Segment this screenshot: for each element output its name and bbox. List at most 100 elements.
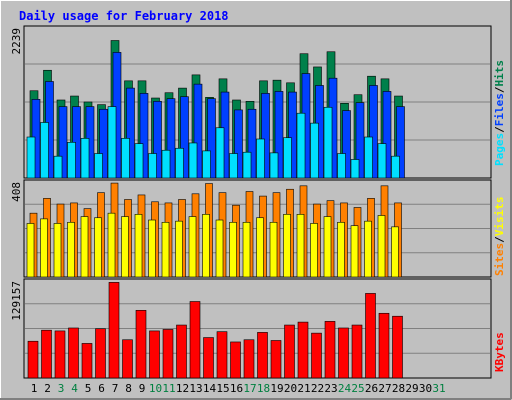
kbytes-bar-10 — [149, 330, 160, 379]
visits-bar-24 — [337, 221, 345, 278]
files-bar-12 — [180, 96, 189, 179]
files-bar-20 — [288, 91, 297, 179]
kbytes-bar-5 — [81, 343, 93, 379]
pages-bar-17 — [242, 151, 252, 179]
day-label-10: 10 — [149, 382, 162, 395]
kbytes-bar-6 — [95, 328, 106, 379]
legend-sep-3: / — [493, 236, 506, 243]
files-bar-27 — [382, 91, 392, 179]
pages-bar-27 — [377, 143, 387, 179]
legend-sep-2: / — [493, 86, 506, 93]
legend-files: Files — [493, 93, 506, 126]
visits-bar-6 — [94, 217, 102, 278]
legend-sites: Sites — [493, 243, 506, 276]
day-label-27: 27 — [378, 382, 391, 395]
files-bar-10 — [153, 101, 162, 179]
visits-bar-2 — [40, 218, 48, 278]
files-bar-6 — [99, 108, 108, 179]
legend-kbytes: KBytes — [493, 332, 506, 372]
day-label-13: 13 — [189, 382, 202, 395]
day-label-7: 7 — [112, 382, 119, 395]
visits-bar-3 — [53, 223, 62, 278]
day-label-8: 8 — [125, 382, 132, 395]
pages-bar-5 — [80, 138, 90, 179]
visits-bar-4 — [67, 221, 75, 278]
pages-bar-9 — [134, 143, 144, 179]
files-bar-25 — [355, 102, 365, 179]
visits-bar-17 — [242, 221, 251, 278]
visits-bar-22 — [310, 223, 318, 278]
legend-hits: Hits — [493, 60, 506, 87]
files-bar-28 — [396, 106, 405, 179]
day-label-3: 3 — [58, 382, 65, 395]
day-label-20: 20 — [284, 382, 297, 395]
day-label-21: 21 — [297, 382, 310, 395]
kbytes-bar-16 — [230, 341, 241, 379]
kbytes-bar-9 — [135, 310, 147, 379]
visits-bar-20 — [283, 214, 291, 278]
kbytes-bar-12 — [176, 324, 187, 379]
pages-bar-8 — [121, 138, 130, 179]
files-bar-11 — [166, 98, 176, 179]
day-label-5: 5 — [85, 382, 92, 395]
pages-bar-22 — [310, 122, 319, 179]
pages-bar-18 — [256, 138, 265, 179]
kbytes-bar-15 — [216, 331, 228, 379]
pages-bar-12 — [175, 147, 184, 179]
visits-bar-15 — [215, 219, 224, 278]
pages-bar-16 — [229, 153, 238, 179]
visits-bar-1 — [26, 223, 35, 278]
visits-bar-8 — [121, 216, 129, 278]
day-label-2: 2 — [44, 382, 51, 395]
visits-bar-11 — [161, 221, 170, 278]
day-label-22: 22 — [311, 382, 324, 395]
pages-bar-10 — [148, 153, 157, 179]
pages-bar-2 — [40, 122, 49, 179]
pages-bar-13 — [188, 142, 198, 179]
files-bar-3 — [58, 106, 68, 179]
pages-bar-21 — [296, 112, 306, 179]
visits-bar-7 — [107, 212, 116, 278]
hits-max-label: 2239 — [10, 28, 23, 55]
visits-bar-9 — [134, 214, 143, 278]
legend-pages: Pages — [493, 133, 506, 166]
kbytes-bar-20 — [284, 324, 295, 379]
pages-bar-14 — [202, 150, 211, 179]
files-bar-14 — [207, 98, 216, 179]
files-bar-13 — [193, 83, 203, 179]
kbytes-bar-28 — [392, 315, 403, 379]
legend-sep-1: / — [493, 126, 506, 133]
chart-title: Daily usage for February 2018 — [19, 9, 229, 23]
files-bar-17 — [247, 108, 257, 179]
day-label-24: 24 — [338, 382, 352, 395]
kbytes-bar-7 — [108, 282, 120, 379]
pages-bar-11 — [161, 149, 171, 179]
kbytes-bar-11 — [162, 329, 174, 379]
day-label-19: 19 — [270, 382, 283, 395]
pages-bar-6 — [94, 153, 103, 179]
pages-bar-25 — [350, 159, 360, 179]
visits-bar-14 — [202, 214, 210, 278]
visits-bar-18 — [256, 217, 264, 278]
visits-bar-19 — [269, 221, 278, 278]
hits-files-pages-legend: Pages/Files/Hits — [493, 60, 506, 166]
day-label-25: 25 — [351, 382, 364, 395]
visits-bar-10 — [148, 219, 156, 278]
kbytes-bar-3 — [54, 330, 66, 379]
day-label-1: 1 — [31, 382, 38, 395]
kbytes-bar-24 — [338, 327, 349, 379]
kbytes-max-label: 129157 — [10, 281, 23, 321]
x-axis-day-labels: 1 2 3 4 5 6 7 8 9 10 11 12 13 14 15 16 17 18 19 20 21 22 23 24 2… — [31, 382, 446, 395]
day-label-17: 17 — [243, 382, 256, 395]
files-bar-26 — [369, 85, 378, 179]
kbytes-bar-23 — [324, 321, 336, 379]
kbytes-bar-22 — [311, 332, 322, 379]
visits-bar-26 — [364, 220, 372, 278]
day-label-18: 18 — [257, 382, 270, 395]
pages-bar-3 — [53, 155, 63, 179]
legend-visits: Visits — [493, 197, 506, 237]
files-bar-16 — [234, 109, 243, 179]
files-bar-24 — [342, 110, 351, 179]
day-label-6: 6 — [98, 382, 105, 395]
